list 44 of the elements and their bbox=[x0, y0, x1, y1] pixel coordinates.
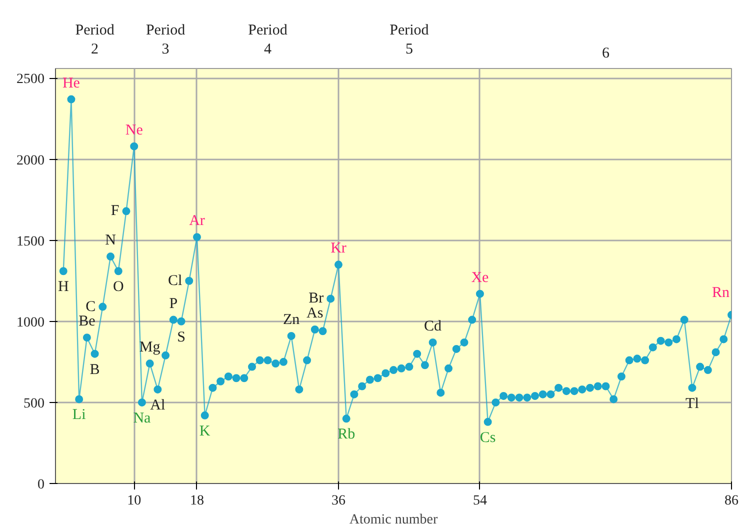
x-tick-label: 18 bbox=[190, 494, 204, 508]
annotation: Kr bbox=[330, 240, 346, 257]
x-tick-label: 54 bbox=[472, 494, 487, 508]
y-tick-label: 1000 bbox=[16, 315, 44, 330]
annotation: Tl bbox=[686, 396, 699, 412]
annotation: Br bbox=[308, 290, 324, 307]
annotation: N bbox=[105, 232, 116, 249]
annotation: Be bbox=[78, 314, 96, 330]
annotation: O bbox=[112, 279, 124, 296]
annotation: Zn bbox=[282, 312, 300, 328]
x-tick-label: 10 bbox=[127, 494, 142, 508]
annotation: Al bbox=[150, 397, 166, 414]
annotation: Cs bbox=[480, 430, 496, 446]
annotation: Rn bbox=[712, 284, 730, 301]
y-tick-label: 500 bbox=[24, 396, 44, 412]
annotation: He bbox=[62, 75, 80, 92]
text: 6 bbox=[602, 46, 610, 62]
annotation: C bbox=[86, 298, 96, 315]
text: Period 4 bbox=[248, 22, 288, 58]
annotation: Ar bbox=[189, 213, 205, 230]
annotation: Rb bbox=[338, 426, 356, 443]
x-tick-label: 86 bbox=[724, 494, 738, 508]
text: Period 5 bbox=[390, 22, 430, 58]
annotation: Xe bbox=[471, 270, 490, 286]
annotation: S bbox=[177, 329, 186, 346]
y-tick-label: 0 bbox=[38, 478, 44, 492]
annotation: B bbox=[90, 362, 100, 378]
annotation: Na bbox=[133, 410, 152, 426]
annotation: Li bbox=[72, 407, 86, 424]
annotation: As bbox=[306, 305, 324, 322]
y-tick-label: 2500 bbox=[16, 72, 44, 88]
annotation: K bbox=[199, 423, 210, 440]
y-tick-label: 1500 bbox=[16, 234, 44, 250]
annotation: Ne bbox=[125, 122, 144, 138]
annotation: P bbox=[169, 296, 178, 312]
annotation: H bbox=[58, 279, 69, 296]
text: Period 3 bbox=[146, 22, 186, 58]
annotation: F bbox=[110, 203, 120, 220]
x-axis-title: Atomic number bbox=[349, 512, 438, 528]
x-tick-label: 36 bbox=[331, 494, 346, 508]
annotation: Cl bbox=[168, 272, 182, 289]
text: Period 2 bbox=[75, 22, 115, 58]
annotation: Cd bbox=[424, 318, 442, 334]
y-tick-label: 2000 bbox=[16, 153, 44, 168]
